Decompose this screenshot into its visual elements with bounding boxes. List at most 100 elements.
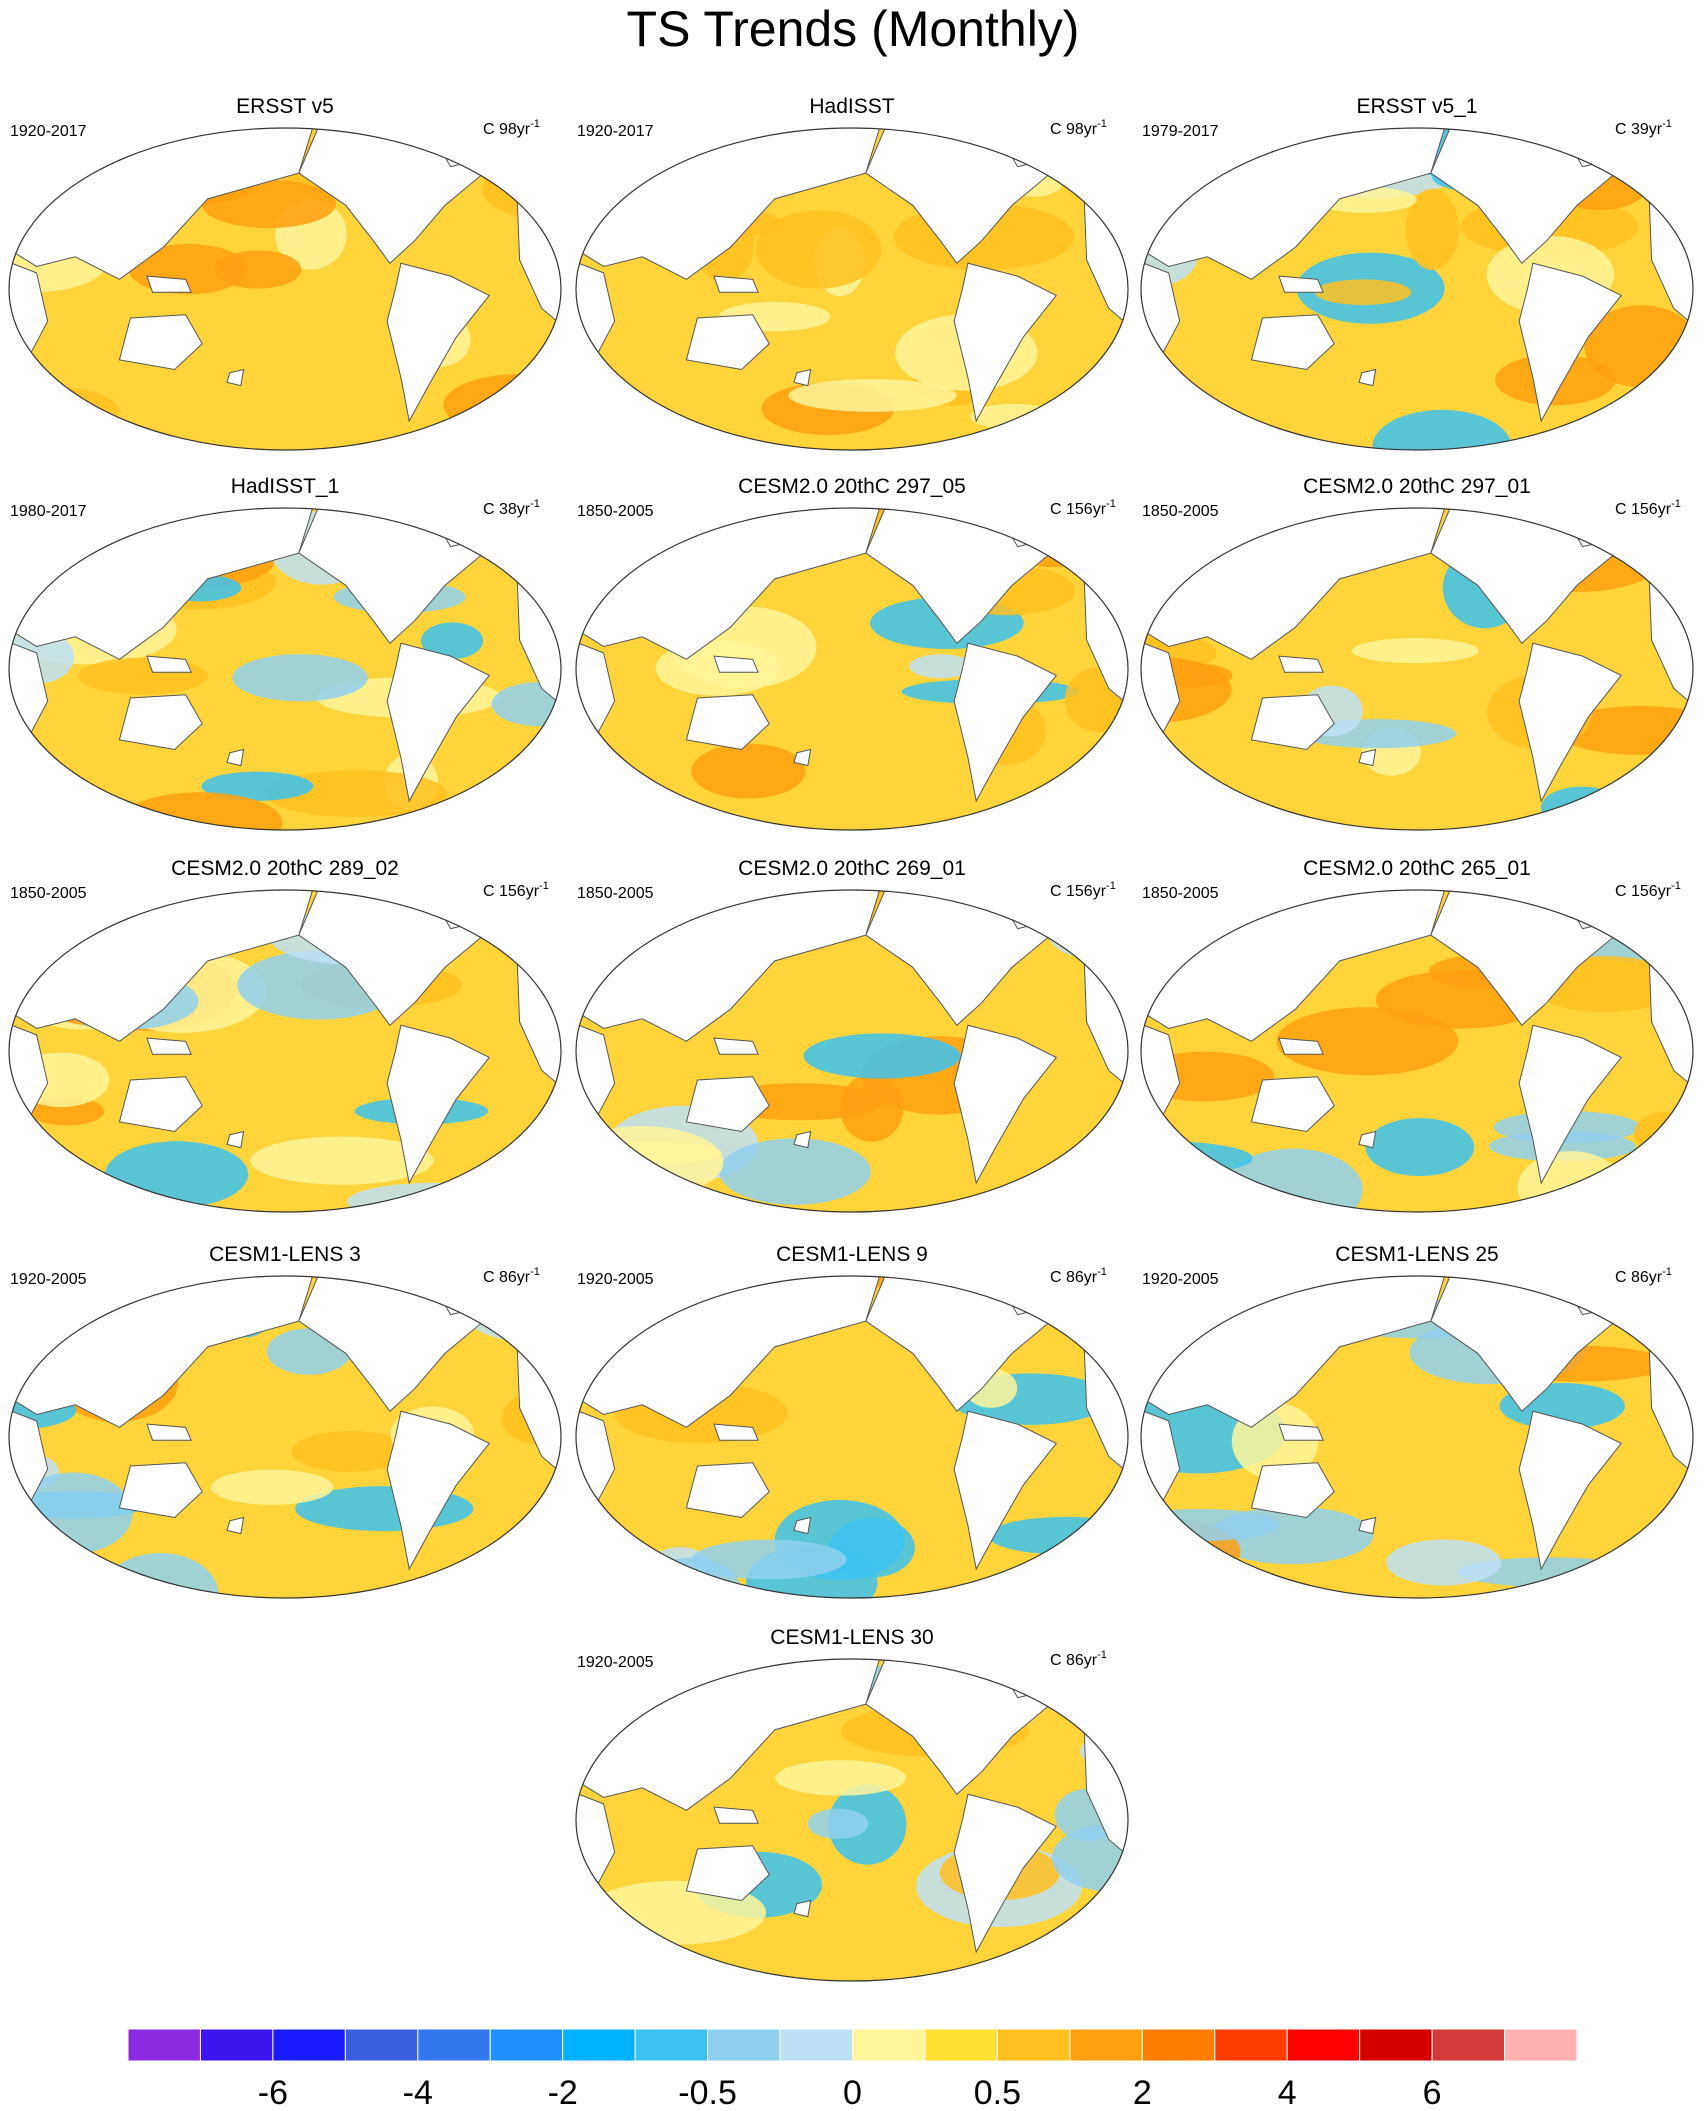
- colorbar-box: [344, 2028, 419, 2062]
- anomaly-region: [909, 654, 973, 679]
- colorbar-box: [1286, 2028, 1361, 2062]
- map-border: [575, 127, 1129, 451]
- panel-units: C 86yr-1: [483, 1266, 540, 1286]
- units-text: C 156yr: [483, 883, 540, 900]
- units-superscript: -1: [1671, 880, 1681, 892]
- panel-title: HadISST_1: [231, 475, 340, 498]
- map: [576, 508, 1128, 830]
- land: [685, 314, 770, 371]
- panel-period: 1850-2005: [577, 885, 654, 902]
- map-border: [8, 127, 562, 451]
- land: [1250, 1076, 1335, 1133]
- colorbar-box: [127, 2028, 201, 2062]
- land: [685, 1845, 770, 1902]
- anomaly-region: [443, 373, 561, 437]
- anomaly-region: [482, 160, 561, 218]
- land: [146, 275, 192, 293]
- anomaly-region: [691, 743, 806, 799]
- land: [576, 1404, 616, 1512]
- units-superscript: -1: [530, 1266, 540, 1278]
- anomaly-region: [1386, 1539, 1502, 1586]
- land: [386, 1024, 491, 1185]
- map-border: [1140, 1275, 1694, 1599]
- land: [1278, 275, 1324, 293]
- panel-units: C 98yr-1: [1050, 118, 1107, 138]
- land: [953, 642, 1058, 803]
- land: [118, 1462, 203, 1519]
- map-panel: HadISST 1920-2017 C 98yr-1: [575, 95, 1129, 451]
- panel-units: C 98yr-1: [483, 118, 540, 138]
- units-superscript: -1: [530, 498, 540, 510]
- anomaly-region: [577, 1140, 722, 1166]
- land: [1358, 1516, 1377, 1535]
- panel-period: 1920-2005: [10, 1271, 87, 1288]
- colorbar-box: [924, 2028, 998, 2062]
- map-panel: CESM1-LENS 9 1920-2005 C 86yr-1: [575, 1243, 1129, 1599]
- colorbar-box: [707, 2028, 781, 2062]
- land: [386, 262, 491, 423]
- land: [1278, 655, 1324, 673]
- units-text: C 156yr: [1050, 501, 1107, 518]
- land: [1250, 1462, 1335, 1519]
- colorbar-label: 4: [1278, 2074, 1297, 2111]
- anomaly-region: [1141, 1508, 1281, 1542]
- land: [1518, 262, 1623, 423]
- land: [226, 748, 245, 767]
- colorbar-box: [1069, 2028, 1143, 2062]
- anomaly-region: [1517, 1151, 1625, 1212]
- map-border: [1140, 889, 1694, 1213]
- map-border: [575, 1658, 1129, 1982]
- anomaly-region: [1141, 1118, 1177, 1172]
- map-panel: CESM2.0 20thC 269_01 1850-2005 C 156yr-1: [575, 857, 1129, 1213]
- units-text: C 86yr: [1615, 1269, 1663, 1286]
- land: [793, 1516, 812, 1535]
- units-text: C 98yr: [483, 121, 531, 138]
- panel-title: CESM1-LENS 3: [209, 1243, 361, 1266]
- land: [1250, 314, 1335, 371]
- colorbar-label: 0: [843, 2074, 862, 2111]
- panel-title: CESM1-LENS 9: [776, 1243, 928, 1266]
- units-superscript: -1: [1106, 498, 1116, 510]
- panel-period: 1979-2017: [1142, 123, 1219, 140]
- anomaly-region: [491, 682, 561, 727]
- units-superscript: -1: [1662, 1266, 1672, 1278]
- colorbar-box: [1359, 2028, 1433, 2062]
- land: [713, 1037, 759, 1055]
- colorbar-box: [562, 2028, 636, 2062]
- anomaly-region: [1314, 279, 1412, 306]
- land: [1141, 1404, 1181, 1512]
- land: [118, 694, 203, 751]
- land: [386, 1410, 491, 1571]
- land: [713, 655, 759, 673]
- anomaly-region: [1141, 1140, 1253, 1176]
- map: [9, 508, 561, 830]
- panel-period: 1920-2005: [577, 1654, 654, 1671]
- map-panel: CESM2.0 20thC 297_05 1850-2005 C 156yr-1: [575, 475, 1129, 831]
- land: [953, 1793, 1058, 1954]
- anomaly-region: [232, 654, 368, 702]
- map-panel: HadISST_1 1980-2017 C 38yr-1: [8, 475, 562, 831]
- anomaly-region: [788, 379, 957, 412]
- map-panel: ERSST v5 1920-2017 C 98yr-1: [8, 95, 562, 451]
- map-border: [1140, 127, 1694, 451]
- anomaly-region: [755, 210, 882, 289]
- land: [1358, 1130, 1377, 1149]
- anomaly-region: [210, 1469, 334, 1505]
- panel-period: 1920-2017: [577, 123, 654, 140]
- land: [793, 1899, 812, 1918]
- anomaly-region: [1051, 1824, 1128, 1892]
- land: [576, 636, 616, 744]
- panel-title: ERSST v5: [236, 95, 334, 118]
- map: [1141, 508, 1693, 830]
- panel-period: 1920-2005: [577, 1271, 654, 1288]
- anomaly-region: [498, 901, 561, 953]
- panel-period: 1920-2017: [10, 123, 87, 140]
- anomaly-region: [576, 1126, 724, 1199]
- anomaly-region: [104, 1141, 249, 1208]
- colorbar-label: -6: [258, 2074, 288, 2111]
- anomaly-region: [201, 771, 314, 801]
- map-panel: CESM1-LENS 30 1920-2005 C 86yr-1: [575, 1626, 1129, 1982]
- land: [386, 642, 491, 803]
- land: [576, 1018, 616, 1126]
